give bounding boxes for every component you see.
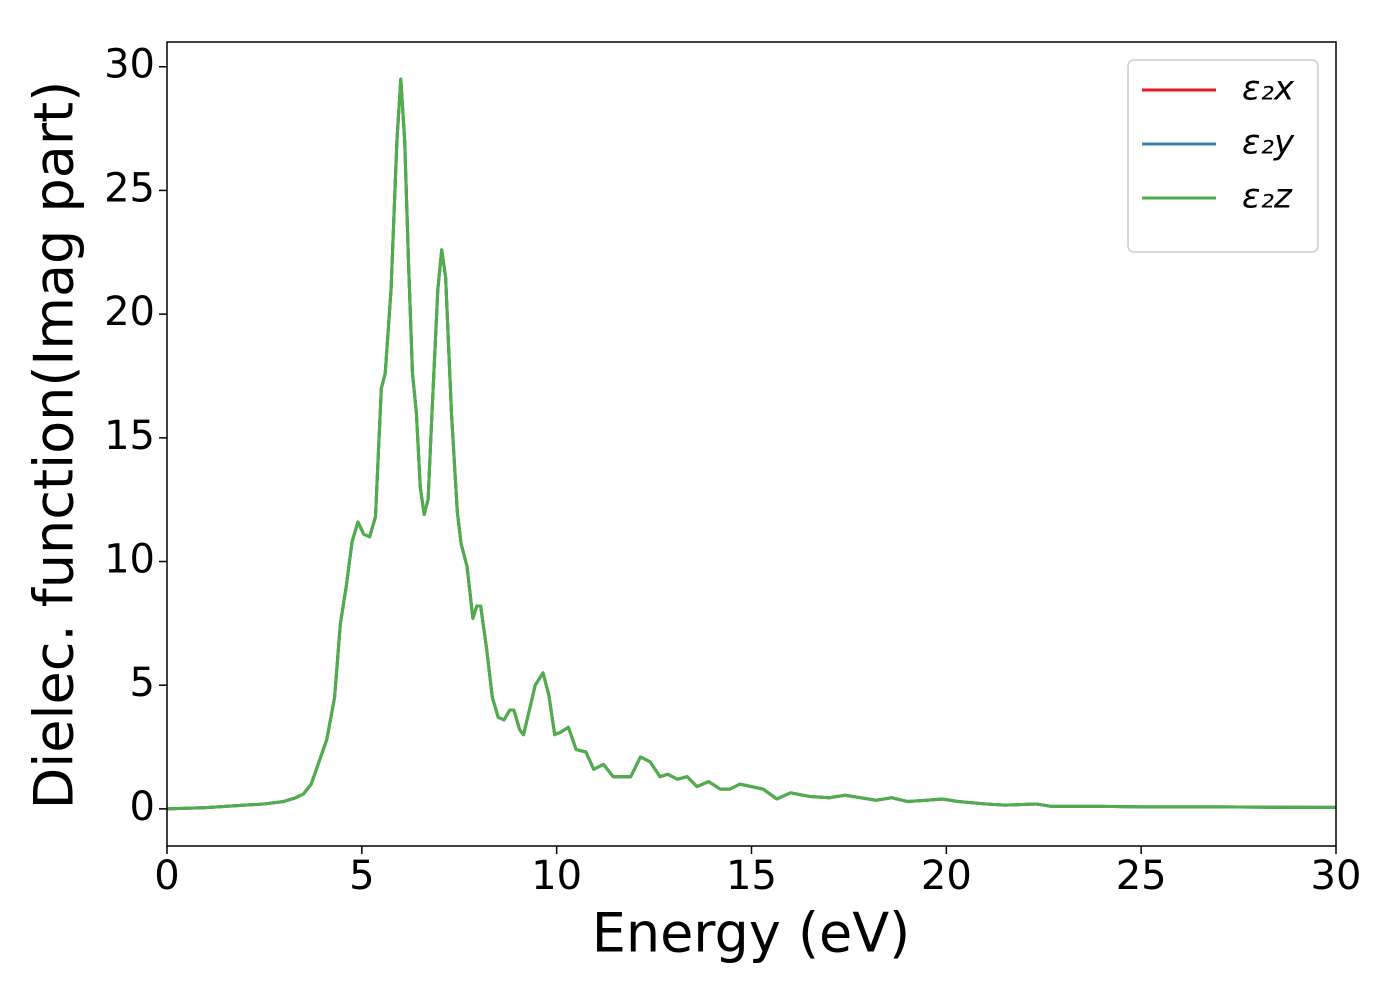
x-tick-label: 30	[1311, 853, 1362, 899]
y-tick-label: 25	[104, 165, 155, 211]
legend-box	[1127, 59, 1319, 253]
y-axis-label: Dielec. function(Imag part)	[23, 81, 86, 810]
series-line	[167, 77, 1336, 811]
legend-label: ε₂z	[1242, 177, 1293, 217]
y-tick-label: 20	[104, 289, 155, 335]
y-tick-label: 15	[104, 413, 155, 459]
legend-label: ε₂y	[1242, 123, 1295, 163]
x-tick-label: 20	[921, 853, 972, 899]
x-tick-label: 5	[349, 853, 374, 899]
x-axis-label: Energy (eV)	[592, 902, 911, 965]
legend-label: ε₂x	[1242, 69, 1295, 109]
y-tick-label: 5	[130, 660, 155, 706]
plot-frame	[166, 41, 1337, 847]
x-tick-label: 10	[531, 853, 582, 899]
y-tick-label: 0	[130, 784, 155, 830]
y-tick-label: 10	[104, 537, 155, 583]
x-tick-label: 25	[1116, 853, 1167, 899]
y-tick-label: 30	[104, 42, 155, 88]
x-tick-label: 15	[726, 853, 777, 899]
x-tick-label: 0	[154, 853, 179, 899]
